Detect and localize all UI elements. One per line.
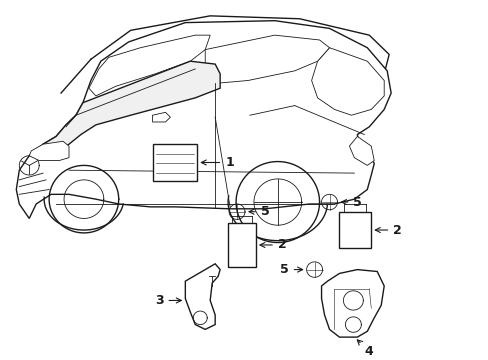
Text: 4: 4 — [357, 340, 373, 358]
Polygon shape — [311, 48, 384, 115]
Bar — [339, 212, 370, 248]
Polygon shape — [321, 270, 384, 337]
Text: 2: 2 — [374, 224, 401, 237]
Text: 2: 2 — [260, 238, 286, 252]
Polygon shape — [349, 136, 373, 165]
Polygon shape — [29, 141, 69, 161]
Text: 1: 1 — [201, 156, 233, 169]
Polygon shape — [185, 264, 220, 329]
Text: 3: 3 — [155, 294, 181, 307]
Text: 5: 5 — [341, 195, 362, 208]
Bar — [227, 223, 255, 267]
Polygon shape — [205, 35, 329, 84]
Polygon shape — [152, 112, 170, 122]
Text: 5: 5 — [280, 263, 302, 276]
Bar — [152, 144, 197, 181]
Polygon shape — [89, 35, 210, 96]
Text: 5: 5 — [248, 205, 269, 218]
Polygon shape — [43, 61, 220, 154]
Polygon shape — [16, 21, 390, 219]
